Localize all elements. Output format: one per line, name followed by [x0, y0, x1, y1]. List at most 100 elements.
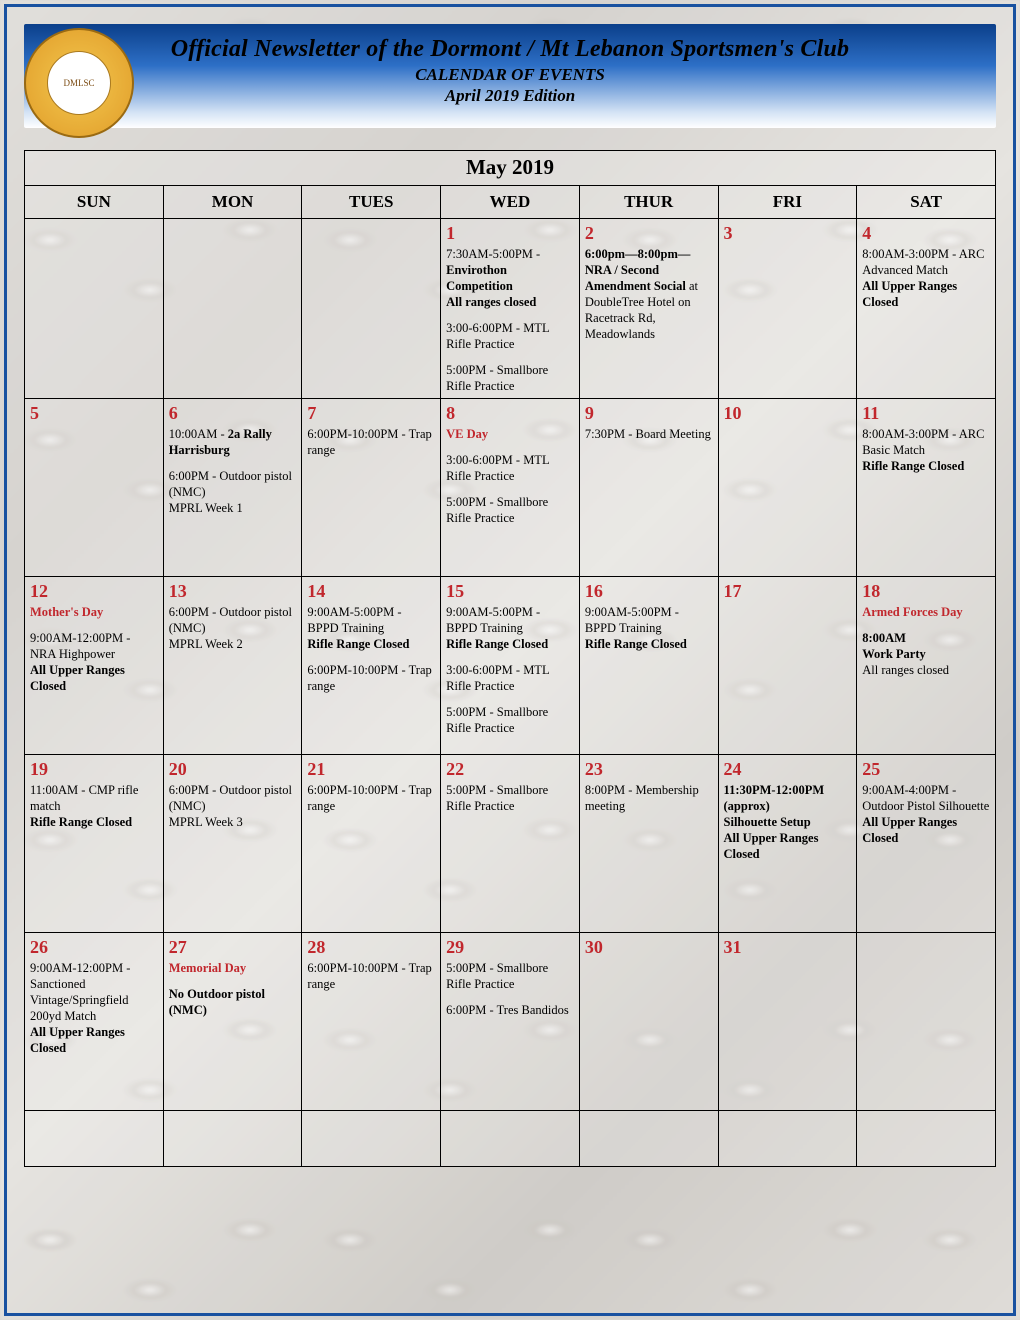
event-text: 5:00PM - Smallbore Rifle Practice — [446, 960, 574, 992]
day-number: 11 — [862, 402, 990, 425]
event-text: 3:00-6:00PM - MTL Rifle Practice — [446, 662, 574, 694]
event-text: 5:00PM - Smallbore Rifle Practice — [446, 704, 574, 736]
event-text: All ranges closed — [446, 294, 574, 310]
day-of-week-row: SUN MON TUES WED THUR FRI SAT — [25, 186, 996, 219]
event-text: 9:00AM-12:00PM - NRA Highpower — [30, 630, 158, 662]
event-text: VE Day — [446, 426, 574, 442]
day-number: 24 — [724, 758, 852, 781]
event-text: Work Party — [862, 646, 990, 662]
calendar-day-cell — [163, 1111, 302, 1167]
club-logo: DMLSC — [24, 28, 144, 148]
event-text: 6:00PM-10:00PM - Trap range — [307, 782, 435, 814]
calendar-day-cell: 26:00pm—8:00pm—NRA / Second Amendment So… — [579, 219, 718, 399]
event-text: Silhouette Setup — [724, 814, 852, 830]
calendar-day-cell: 27Memorial DayNo Outdoor pistol (NMC) — [163, 933, 302, 1111]
dow-wed: WED — [441, 186, 580, 219]
day-number: 19 — [30, 758, 158, 781]
month-row: May 2019 — [25, 151, 996, 186]
event-text: 6:00PM - Tres Bandidos — [446, 1002, 574, 1018]
event-text: Rifle Range Closed — [307, 636, 435, 652]
calendar-day-cell: 259:00AM-4:00PM - Outdoor Pistol Silhoue… — [857, 755, 996, 933]
event-text: 11:30PM-12:00PM (approx) — [724, 782, 852, 814]
calendar-day-cell — [163, 219, 302, 399]
day-number: 22 — [446, 758, 574, 781]
day-number: 10 — [724, 402, 852, 425]
calendar-day-cell: 238:00PM - Membership meeting — [579, 755, 718, 933]
event-text: Rifle Range Closed — [30, 814, 158, 830]
dow-thu: THUR — [579, 186, 718, 219]
event-text: MPRL Week 1 — [169, 500, 297, 516]
day-number: 3 — [724, 222, 852, 245]
calendar-day-cell: 118:00AM-3:00PM - ARC Basic MatchRifle R… — [857, 399, 996, 577]
day-number: 4 — [862, 222, 990, 245]
event-text: All Upper Ranges Closed — [30, 1024, 158, 1056]
event-text: 3:00-6:00PM - MTL Rifle Practice — [446, 452, 574, 484]
calendar-week-row: 5610:00AM - 2a Rally Harrisburg6:00PM - … — [25, 399, 996, 577]
event-text: 6:00PM - Outdoor pistol (NMC) — [169, 468, 297, 500]
day-number: 13 — [169, 580, 297, 603]
calendar-day-cell — [857, 933, 996, 1111]
dow-mon: MON — [163, 186, 302, 219]
day-number: 6 — [169, 402, 297, 425]
calendar-day-cell: 8VE Day3:00-6:00PM - MTL Rifle Practice5… — [441, 399, 580, 577]
day-number: 23 — [585, 758, 713, 781]
dow-sat: SAT — [857, 186, 996, 219]
event-text: 6:00PM - Outdoor pistol (NMC) — [169, 782, 297, 814]
calendar-day-cell: 610:00AM - 2a Rally Harrisburg6:00PM - O… — [163, 399, 302, 577]
day-number: 28 — [307, 936, 435, 959]
event-text: 6:00PM-10:00PM - Trap range — [307, 662, 435, 694]
event-text: 7:30PM - Board Meeting — [585, 426, 713, 442]
calendar-day-cell: 5 — [25, 399, 164, 577]
calendar-container: May 2019 SUN MON TUES WED THUR FRI SAT 1… — [24, 150, 996, 1167]
event-text: 5:00PM - Smallbore Rifle Practice — [446, 494, 574, 526]
event-text: 8:00AM — [862, 630, 990, 646]
event-text: Rifle Range Closed — [862, 458, 990, 474]
calendar-week-row — [25, 1111, 996, 1167]
calendar-day-cell: 12Mother's Day9:00AM-12:00PM - NRA Highp… — [25, 577, 164, 755]
event-text: MPRL Week 2 — [169, 636, 297, 652]
day-number: 7 — [307, 402, 435, 425]
calendar-day-cell: 169:00AM-5:00PM - BPPD TrainingRifle Ran… — [579, 577, 718, 755]
calendar-day-cell: 149:00AM-5:00PM - BPPD TrainingRifle Ran… — [302, 577, 441, 755]
day-number: 1 — [446, 222, 574, 245]
calendar-day-cell: 30 — [579, 933, 718, 1111]
header-text-block: Official Newsletter of the Dormont / Mt … — [24, 24, 996, 106]
calendar-day-cell — [302, 219, 441, 399]
calendar-day-cell: 31 — [718, 933, 857, 1111]
day-number: 25 — [862, 758, 990, 781]
calendar-week-row: 1911:00AM - CMP rifle matchRifle Range C… — [25, 755, 996, 933]
event-text: All Upper Ranges Closed — [862, 814, 990, 846]
event-text: 8:00AM-3:00PM - ARC Advanced Match — [862, 246, 990, 278]
event-text: MPRL Week 3 — [169, 814, 297, 830]
event-text: 5:00PM - Smallbore Rifle Practice — [446, 362, 574, 394]
day-number: 12 — [30, 580, 158, 603]
day-number: 2 — [585, 222, 713, 245]
event-text: Rifle Range Closed — [446, 636, 574, 652]
day-number: 29 — [446, 936, 574, 959]
dow-fri: FRI — [718, 186, 857, 219]
dow-tue: TUES — [302, 186, 441, 219]
event-text: 11:00AM - CMP rifle match — [30, 782, 158, 814]
day-number: 14 — [307, 580, 435, 603]
event-text: Armed Forces Day — [862, 604, 990, 620]
event-text: Memorial Day — [169, 960, 297, 976]
day-number: 27 — [169, 936, 297, 959]
calendar-day-cell: 159:00AM-5:00PM - BPPD TrainingRifle Ran… — [441, 577, 580, 755]
event-text: 8:00AM-3:00PM - ARC Basic Match — [862, 426, 990, 458]
day-number: 5 — [30, 402, 158, 425]
calendar-day-cell: 269:00AM-12:00PM - Sanctioned Vintage/Sp… — [25, 933, 164, 1111]
calendar-day-cell: 17:30AM-5:00PM - Envirothon CompetitionA… — [441, 219, 580, 399]
day-number: 21 — [307, 758, 435, 781]
header-subtitle-1: CALENDAR OF EVENTS — [24, 65, 996, 85]
event-text: 6:00PM-10:00PM - Trap range — [307, 960, 435, 992]
calendar-day-cell — [441, 1111, 580, 1167]
calendar-day-cell: 2411:30PM-12:00PM (approx)Silhouette Set… — [718, 755, 857, 933]
calendar-day-cell — [25, 1111, 164, 1167]
calendar-day-cell — [579, 1111, 718, 1167]
header-subtitle-2: April 2019 Edition — [24, 86, 996, 106]
event-text: All ranges closed — [862, 662, 990, 678]
event-text: 3:00-6:00PM - MTL Rifle Practice — [446, 320, 574, 352]
calendar-table: May 2019 SUN MON TUES WED THUR FRI SAT 1… — [24, 150, 996, 1167]
day-number: 18 — [862, 580, 990, 603]
day-number: 26 — [30, 936, 158, 959]
